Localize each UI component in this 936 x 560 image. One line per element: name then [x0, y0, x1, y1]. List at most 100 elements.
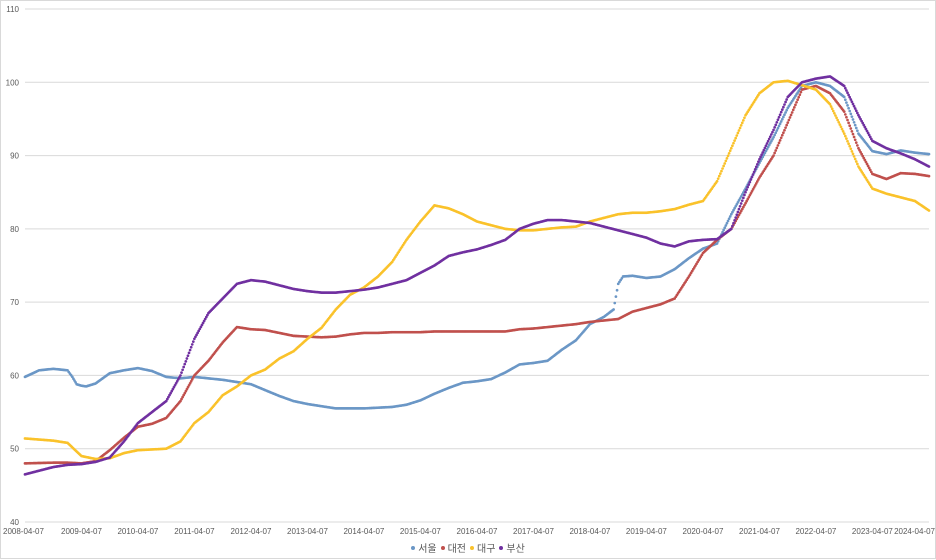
data-point [189, 380, 193, 383]
data-point [203, 317, 207, 321]
data-point [863, 158, 867, 162]
data-point [196, 331, 199, 335]
x-tick-label: 2024-04-07 [894, 527, 935, 536]
data-point [772, 128, 775, 132]
data-point [759, 155, 762, 159]
data-point [194, 335, 197, 339]
data-point [731, 224, 734, 228]
x-tick-label: 2014-04-07 [343, 527, 384, 536]
data-point [768, 135, 772, 139]
data-point [178, 376, 181, 379]
data-point [868, 135, 872, 139]
data-point [763, 146, 767, 150]
legend-swatch [440, 546, 445, 550]
data-point [768, 141, 772, 145]
data-point [751, 173, 755, 176]
data-point [734, 136, 738, 140]
data-point [857, 146, 860, 150]
data-point [614, 295, 618, 298]
legend-item-2: 대전 [440, 540, 466, 555]
data-point [843, 98, 847, 102]
data-point [853, 138, 857, 142]
legend-label: 부산 [506, 544, 525, 555]
legend-swatch [470, 546, 474, 550]
data-point [184, 359, 188, 363]
data-point [748, 193, 752, 197]
data-point [862, 123, 866, 127]
data-point [724, 159, 728, 163]
data-point [195, 333, 198, 337]
data-point [748, 180, 752, 184]
data-point [183, 362, 187, 366]
x-tick-label: 2022-04-07 [795, 527, 836, 536]
data-point [715, 242, 719, 245]
data-point [848, 144, 852, 148]
data-point [846, 104, 849, 107]
data-point [788, 116, 792, 119]
data-point [182, 393, 186, 397]
data-point [204, 315, 208, 319]
data-point [859, 150, 862, 154]
data-point [762, 148, 766, 152]
data-point [838, 123, 842, 126]
data-point [733, 206, 736, 210]
data-point [723, 226, 727, 230]
data-point [847, 93, 850, 97]
data-point [615, 288, 619, 292]
data-point [164, 399, 168, 403]
data-point [740, 207, 744, 211]
data-point [767, 143, 771, 147]
data-point [180, 371, 183, 374]
chart-legend: 서울 대전 대구 부산 [1, 540, 935, 555]
data-point [837, 120, 841, 124]
data-point [189, 345, 193, 349]
data-point [733, 139, 736, 142]
data-point [182, 365, 186, 369]
data-point [860, 152, 864, 156]
data-point [784, 100, 787, 104]
data-point [191, 340, 195, 343]
x-tick-label: 2013-04-07 [287, 527, 328, 536]
data-point [185, 387, 189, 391]
legend-item-1: 서울 [411, 540, 437, 555]
data-point [736, 131, 740, 135]
data-point [836, 118, 840, 122]
data-point [852, 155, 856, 158]
data-point [846, 118, 849, 122]
legend-label: 서울 [418, 544, 437, 555]
data-point [866, 164, 870, 168]
data-point [201, 321, 205, 325]
data-point [731, 210, 734, 214]
y-tick-label: 60 [10, 371, 19, 380]
data-point [754, 165, 758, 169]
data-point [745, 199, 748, 203]
data-point [867, 166, 871, 170]
x-tick-label: 2015-04-07 [400, 527, 441, 536]
data-point [176, 378, 180, 381]
y-tick-label: 90 [10, 152, 19, 161]
data-point [191, 376, 195, 379]
data-point [743, 203, 746, 207]
x-tick-label: 2012-04-07 [231, 527, 272, 536]
data-point [749, 178, 753, 181]
y-tick-label: 110 [6, 5, 19, 14]
data-point [170, 389, 174, 393]
data-point [180, 397, 183, 401]
data-point [864, 160, 868, 164]
data-point [780, 133, 784, 137]
legend-item-4: 부산 [499, 540, 525, 555]
x-tick-label: 2019-04-07 [626, 527, 667, 536]
data-point [927, 174, 931, 178]
y-tick-label: 80 [10, 225, 19, 234]
data-point [734, 216, 738, 219]
data-point [753, 184, 757, 187]
data-point [740, 199, 744, 203]
data-point [774, 131, 778, 135]
data-point [775, 120, 779, 124]
data-point [846, 139, 849, 143]
data-point [762, 153, 766, 157]
data-point [843, 86, 847, 90]
data-point [785, 98, 789, 101]
series-3 [23, 79, 931, 461]
